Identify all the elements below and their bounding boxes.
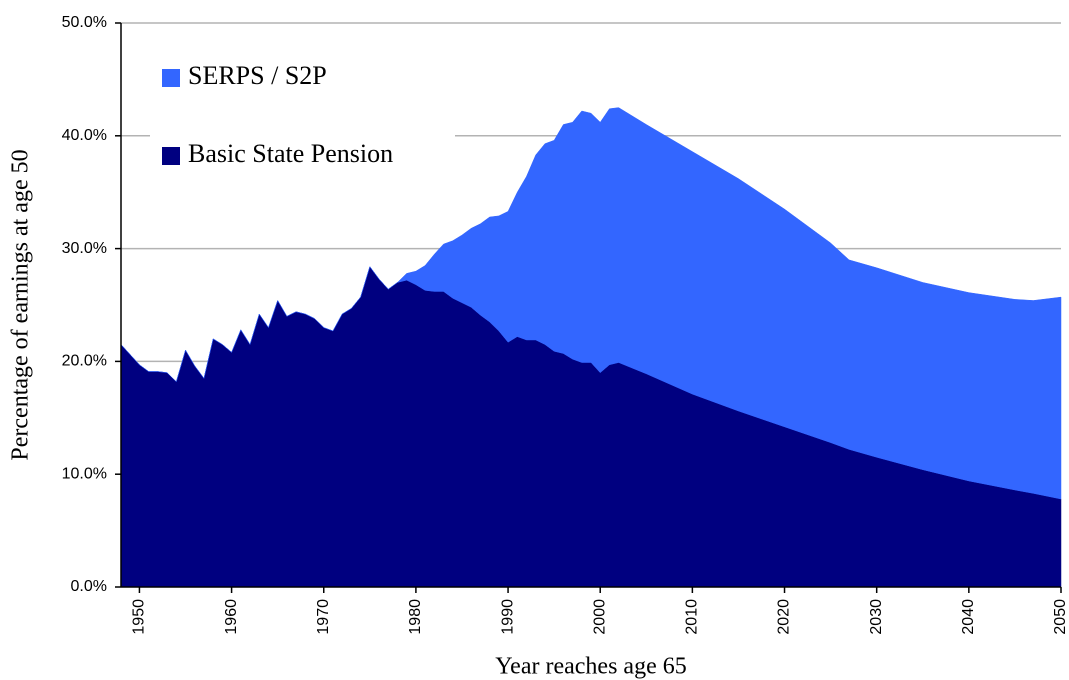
x-tick-label: 1970 <box>315 599 332 635</box>
x-tick-label: 2050 <box>1052 599 1069 635</box>
legend-swatch <box>162 69 180 87</box>
legend-box <box>150 50 455 195</box>
y-tick-label: 40.0% <box>62 127 107 144</box>
legend-label: Basic State Pension <box>188 139 393 168</box>
area <box>120 107 1062 500</box>
legend: SERPS / S2P Basic State Pension <box>150 50 455 195</box>
y-tick-label: 50.0% <box>62 14 107 31</box>
x-tick-label: 1950 <box>131 599 148 635</box>
y-axis-label: Percentage of earnings at age 50 <box>8 149 34 460</box>
y-tick-label: 0.0% <box>71 578 107 595</box>
x-tick-label: 1980 <box>407 599 424 635</box>
legend-swatch <box>162 147 180 165</box>
x-tick-label: 1960 <box>223 599 240 635</box>
x-tick-label: 2040 <box>960 599 977 635</box>
x-axis-label: Year reaches age 65 <box>495 654 686 680</box>
x-tick-label: 2030 <box>868 599 885 635</box>
legend-label: SERPS / S2P <box>188 61 327 90</box>
y-tick-label: 30.0% <box>62 240 107 257</box>
x-tick-label: 2020 <box>776 599 793 635</box>
x-tick-label: 1990 <box>499 599 516 635</box>
x-tick-label: 2000 <box>591 599 608 635</box>
x-tick-label: 2010 <box>684 599 701 635</box>
y-tick-label: 10.0% <box>62 465 107 482</box>
y-tick-label: 20.0% <box>62 353 107 370</box>
